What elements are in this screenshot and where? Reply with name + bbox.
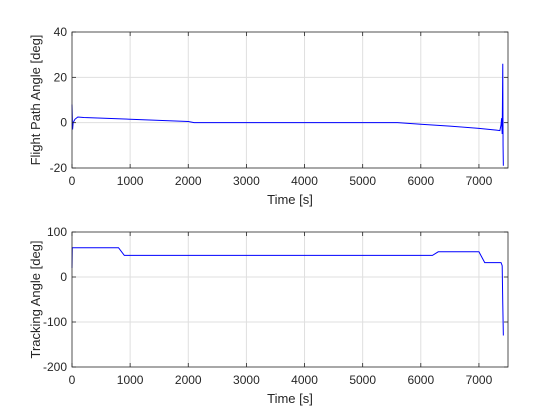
- y-tick-label: 0: [60, 116, 67, 130]
- y-tick-label: 100: [47, 225, 67, 239]
- y-axis-title: Flight Path Angle [deg]: [28, 35, 43, 166]
- x-tick-label: 2000: [175, 174, 202, 188]
- x-axis-title: Time [s]: [267, 192, 313, 207]
- plot-area: [72, 232, 508, 367]
- x-tick-label: 6000: [407, 174, 434, 188]
- y-axis-title: Tracking Angle [deg]: [28, 240, 43, 358]
- y-tick-label: -100: [43, 315, 67, 329]
- x-tick-label: 7000: [466, 373, 493, 387]
- x-tick-label: 5000: [349, 174, 376, 188]
- x-tick-label: 5000: [349, 373, 376, 387]
- x-tick-label: 1000: [117, 174, 144, 188]
- x-tick-label: 3000: [233, 373, 260, 387]
- x-tick-label: 0: [69, 174, 76, 188]
- x-tick-label: 3000: [233, 174, 260, 188]
- x-tick-label: 1000: [117, 373, 144, 387]
- y-tick-label: 0: [60, 270, 67, 284]
- axes-frame: [71, 231, 509, 368]
- plot-area: [72, 32, 508, 168]
- series-line: [71, 63, 504, 166]
- x-tick-label: 0: [69, 373, 76, 387]
- x-axis-title: Time [s]: [267, 391, 313, 406]
- axes-frame: [71, 31, 509, 169]
- y-tick-label: -200: [43, 360, 67, 374]
- x-tick-label: 4000: [291, 174, 318, 188]
- flight-path-angle-chart: 0 1000 2000 3000 4000 5000 6000 7000-2002040Tim…: [28, 25, 509, 207]
- x-tick-label: 4000: [291, 373, 318, 387]
- y-tick-label: 40: [54, 25, 68, 39]
- y-tick-label: 20: [54, 70, 68, 84]
- x-tick-label: 7000: [466, 174, 493, 188]
- y-tick-label: -20: [50, 161, 68, 175]
- series-line: [71, 247, 504, 336]
- x-tick-label: 2000: [175, 373, 202, 387]
- tracking-angle-chart: 0 1000 2000 3000 4000 5000 6000 7000 -200 -100 0 10…: [28, 225, 509, 406]
- x-tick-label: 6000: [407, 373, 434, 387]
